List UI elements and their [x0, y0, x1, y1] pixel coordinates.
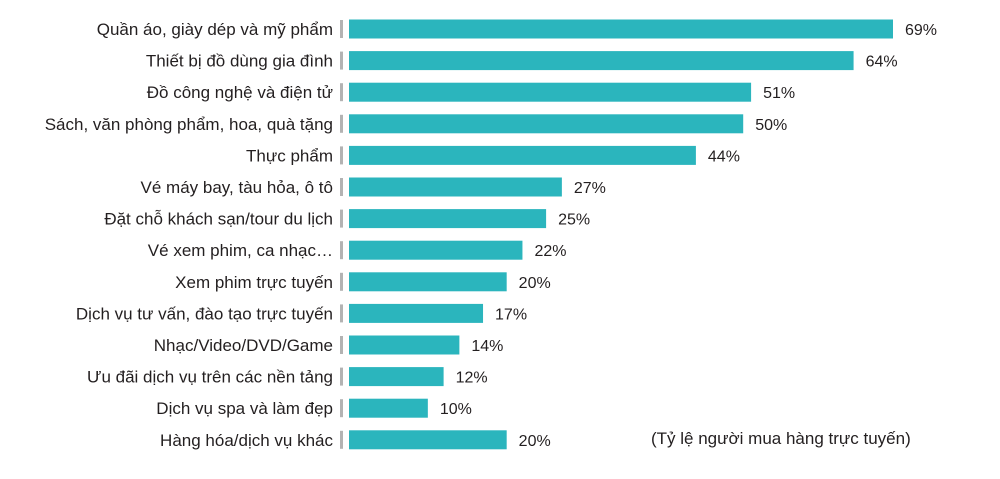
bar: [349, 367, 444, 387]
value-label: 12%: [456, 370, 488, 387]
category-label: Sách, văn phòng phẩm, hoa, quà tặng: [45, 115, 333, 134]
category-label: Vé máy bay, tàu hỏa, ô tô: [141, 178, 333, 197]
axis-marker: [340, 367, 343, 386]
bar: [349, 51, 854, 71]
bar: [349, 430, 507, 450]
value-label: 25%: [558, 212, 590, 229]
category-label: Quần áo, giày dép và mỹ phẩm: [97, 20, 333, 39]
bar: [349, 19, 893, 39]
bar: [349, 240, 523, 260]
axis-marker: [340, 20, 343, 38]
value-label: 69%: [905, 22, 937, 39]
chart-note: (Tỷ lệ người mua hàng trực tuyến): [651, 429, 911, 448]
category-label: Dịch vụ tư vấn, đào tạo trực tuyến: [76, 304, 333, 323]
axis-marker: [340, 83, 343, 102]
value-label: 22%: [534, 243, 566, 260]
category-label: Đồ công nghệ và điện tử: [147, 83, 333, 102]
axis-marker: [340, 272, 343, 291]
axis-marker: [340, 430, 343, 449]
category-label: Dịch vụ spa và làm đẹp: [156, 399, 333, 418]
axis-markers: [340, 20, 343, 449]
axis-marker: [340, 146, 343, 165]
bar: [349, 82, 752, 102]
category-label: Xem phim trực tuyến: [175, 273, 333, 292]
bar: [349, 335, 460, 355]
value-label: 14%: [471, 338, 503, 355]
value-label: 17%: [495, 306, 527, 323]
axis-marker: [340, 114, 343, 133]
value-label: 44%: [708, 148, 740, 165]
bar: [349, 114, 744, 134]
value-label: 50%: [755, 117, 787, 134]
category-label: Nhạc/Video/DVD/Game: [154, 336, 333, 355]
category-label: Thiết bị đồ dùng gia đình: [146, 52, 333, 71]
category-labels: Quần áo, giày dép và mỹ phẩm Thiết bị đồ …: [45, 20, 334, 450]
value-labels: 69% 64% 51% 50% 44% 27% 25% 22% 20% 17% 14% 12% 10% 2…: [440, 22, 937, 450]
axis-marker: [340, 241, 343, 260]
axis-marker: [340, 178, 343, 196]
bars: [349, 19, 893, 450]
axis-marker: [340, 209, 343, 228]
value-label: 10%: [440, 401, 472, 418]
axis-marker: [340, 399, 343, 418]
axis-marker: [340, 51, 343, 70]
bar: [349, 145, 696, 165]
category-label: Thực phẩm: [246, 146, 333, 165]
category-label: Vé xem phim, ca nhạc…: [148, 241, 333, 260]
axis-marker: [340, 304, 343, 323]
bar: [349, 398, 428, 418]
category-label: Hàng hóa/dịch vụ khác: [160, 431, 333, 450]
value-label: 27%: [574, 180, 606, 197]
bar: [349, 272, 507, 292]
value-label: 51%: [763, 85, 795, 102]
bar: [349, 303, 484, 323]
bar: [349, 209, 547, 229]
category-label: Ưu đãi dịch vụ trên các nền tảng: [87, 368, 333, 387]
value-label: 20%: [519, 433, 551, 450]
value-label: 20%: [519, 275, 551, 292]
category-label: Đặt chỗ khách sạn/tour du lịch: [104, 210, 333, 229]
value-label: 64%: [866, 54, 898, 71]
axis-marker: [340, 336, 343, 354]
bar: [349, 177, 562, 197]
